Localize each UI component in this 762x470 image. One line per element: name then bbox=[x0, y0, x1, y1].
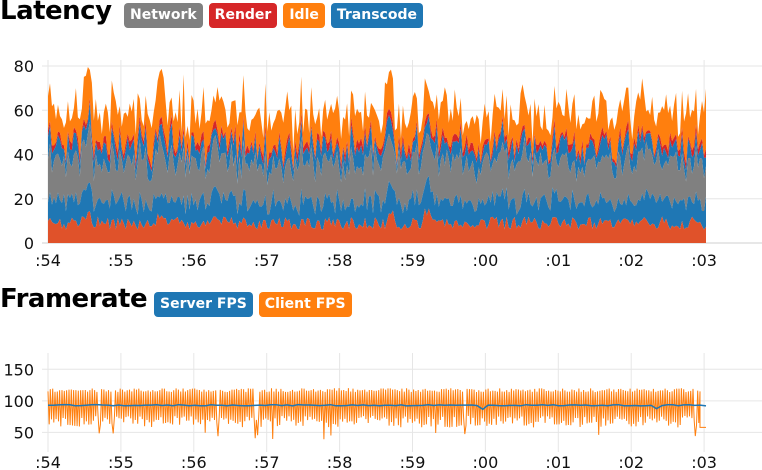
legend-idle[interactable]: Idle bbox=[283, 3, 325, 28]
transcode-low-area bbox=[48, 176, 706, 230]
fps-y-tick: 150 bbox=[3, 360, 34, 379]
legend-transcode[interactable]: Transcode bbox=[330, 3, 423, 28]
legend-server-fps[interactable]: Server FPS bbox=[154, 292, 253, 317]
network-area bbox=[48, 121, 706, 216]
fps-y-tick: 100 bbox=[3, 392, 34, 411]
latency-y-tick: 20 bbox=[14, 190, 34, 209]
latency-x-tick: :55 bbox=[108, 251, 134, 270]
transcode-high-area bbox=[48, 102, 706, 186]
latency-chart: 0 20 40 60 80 :54 :55 :56 :57 :58 :59 :00 :01 :02 :03 bbox=[14, 57, 762, 270]
latency-x-tick: :56 bbox=[181, 251, 207, 270]
latency-x-tick: :01 bbox=[545, 251, 571, 270]
fps-x-tick: :00 bbox=[473, 453, 499, 470]
latency-y-tick: 0 bbox=[24, 234, 34, 253]
legend-network[interactable]: Network bbox=[124, 3, 203, 28]
latency-x-tick: :00 bbox=[473, 251, 499, 270]
latency-x-tick: :57 bbox=[254, 251, 280, 270]
latency-x-tick: :02 bbox=[618, 251, 644, 270]
server-fps-line bbox=[47, 403, 707, 411]
fps-x-tick: :57 bbox=[254, 453, 280, 470]
latency-x-tick: :59 bbox=[400, 251, 426, 270]
framerate-chart: 50 100 150 :54 :55 :56 :57 :58 :59 :00 :01 :02 :03 bbox=[3, 353, 762, 470]
render-low-area bbox=[48, 208, 706, 243]
framerate-title: Framerate bbox=[0, 284, 148, 314]
fps-x-tick: :58 bbox=[327, 453, 353, 470]
fps-x-tick: :02 bbox=[618, 453, 644, 470]
legend-client-fps[interactable]: Client FPS bbox=[258, 292, 352, 317]
latency-y-tick: 40 bbox=[14, 146, 34, 165]
latency-y-tick: 60 bbox=[14, 101, 34, 120]
fps-x-tick: :56 bbox=[181, 453, 207, 470]
latency-x-tick: :58 bbox=[327, 251, 353, 270]
idle-area bbox=[48, 66, 706, 169]
latency-x-tick: :54 bbox=[35, 251, 61, 270]
latency-x-tick: :03 bbox=[691, 251, 717, 270]
legend-render[interactable]: Render bbox=[208, 3, 278, 28]
client-fps-line bbox=[47, 388, 706, 440]
fps-x-tick: :59 bbox=[400, 453, 426, 470]
fps-x-tick: :54 bbox=[35, 453, 61, 470]
fps-x-tick: :03 bbox=[691, 453, 717, 470]
fps-x-tick: :55 bbox=[108, 453, 134, 470]
latency-title: Latency bbox=[0, 0, 112, 26]
latency-legend: Network Render Idle Transcode bbox=[124, 3, 423, 28]
fps-y-tick: 50 bbox=[14, 423, 34, 442]
latency-y-tick: 80 bbox=[14, 57, 34, 76]
fps-x-tick: :01 bbox=[545, 453, 571, 470]
render-high-area bbox=[48, 98, 706, 172]
framerate-legend: Server FPS Client FPS bbox=[154, 292, 352, 317]
